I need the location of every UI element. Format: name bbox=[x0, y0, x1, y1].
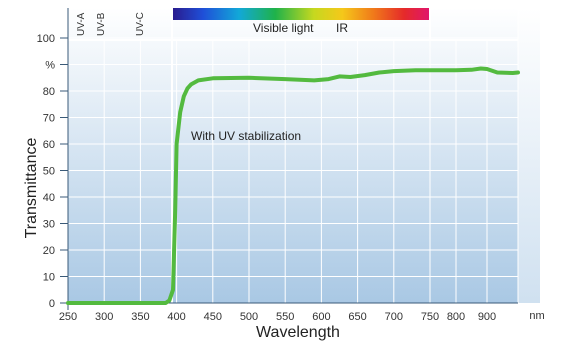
y-tick-label: 70 bbox=[43, 113, 55, 125]
x-tick-label: 300 bbox=[95, 311, 113, 323]
x-tick-label: 700 bbox=[385, 311, 403, 323]
y-tick-label: 10 bbox=[43, 272, 55, 284]
plot-area bbox=[68, 8, 518, 303]
x-axis-title: Wavelength bbox=[256, 324, 340, 341]
y-tick-label: 20 bbox=[43, 245, 55, 257]
y-tick-label: 40 bbox=[43, 192, 55, 204]
header-label-ir: IR bbox=[336, 21, 348, 35]
x-tick-label: 550 bbox=[276, 311, 294, 323]
header-label-visible: Visible light bbox=[253, 21, 314, 35]
y-tick-label: 50 bbox=[43, 166, 55, 178]
visible-spectrum-bar bbox=[172, 8, 430, 20]
y-tick-labels: 0 10 20 30 40 50 60 70 80% 100 bbox=[37, 33, 68, 310]
band-label-uvc: UV-C bbox=[135, 12, 146, 36]
x-tick-label: 900 bbox=[478, 311, 496, 323]
series-line-uv-stabilization bbox=[66, 66, 520, 305]
y-tick-label: 30 bbox=[43, 219, 55, 231]
x-tick-label: 450 bbox=[204, 311, 222, 323]
y-tick-label: 100 bbox=[37, 33, 55, 45]
x-tick-label: 600 bbox=[312, 311, 330, 323]
y-tick-label: % bbox=[45, 60, 55, 72]
x-tick-label: 500 bbox=[240, 311, 258, 323]
right-margin-strip bbox=[518, 8, 540, 303]
band-label-uva: UV-A bbox=[76, 12, 87, 36]
x-tick-label: 650 bbox=[348, 311, 366, 323]
x-tick-labels: 250 300 350 400 450 500 550 600 650 700 750 800 900 bbox=[59, 311, 496, 323]
band-label-uvb: UV-B bbox=[96, 12, 107, 36]
x-tick-label: 800 bbox=[447, 311, 465, 323]
y-tick-label: 60 bbox=[43, 139, 55, 151]
y-axis-title: Transmittance bbox=[23, 138, 40, 239]
y-tick-label: 0 bbox=[49, 298, 55, 310]
x-unit-label: nm bbox=[529, 310, 544, 322]
y-tick-label: 80 bbox=[43, 86, 55, 98]
x-tick-label: 350 bbox=[131, 311, 149, 323]
x-tick-label: 250 bbox=[59, 311, 77, 323]
series-annotation: With UV stabilization bbox=[191, 129, 301, 143]
x-tick-label: 750 bbox=[421, 311, 439, 323]
x-tick-label: 400 bbox=[167, 311, 185, 323]
